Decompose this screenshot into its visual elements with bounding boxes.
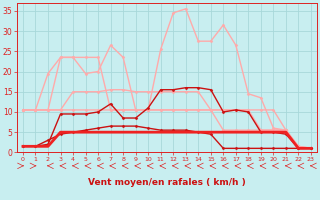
X-axis label: Vent moyen/en rafales ( km/h ): Vent moyen/en rafales ( km/h ) (88, 178, 246, 187)
